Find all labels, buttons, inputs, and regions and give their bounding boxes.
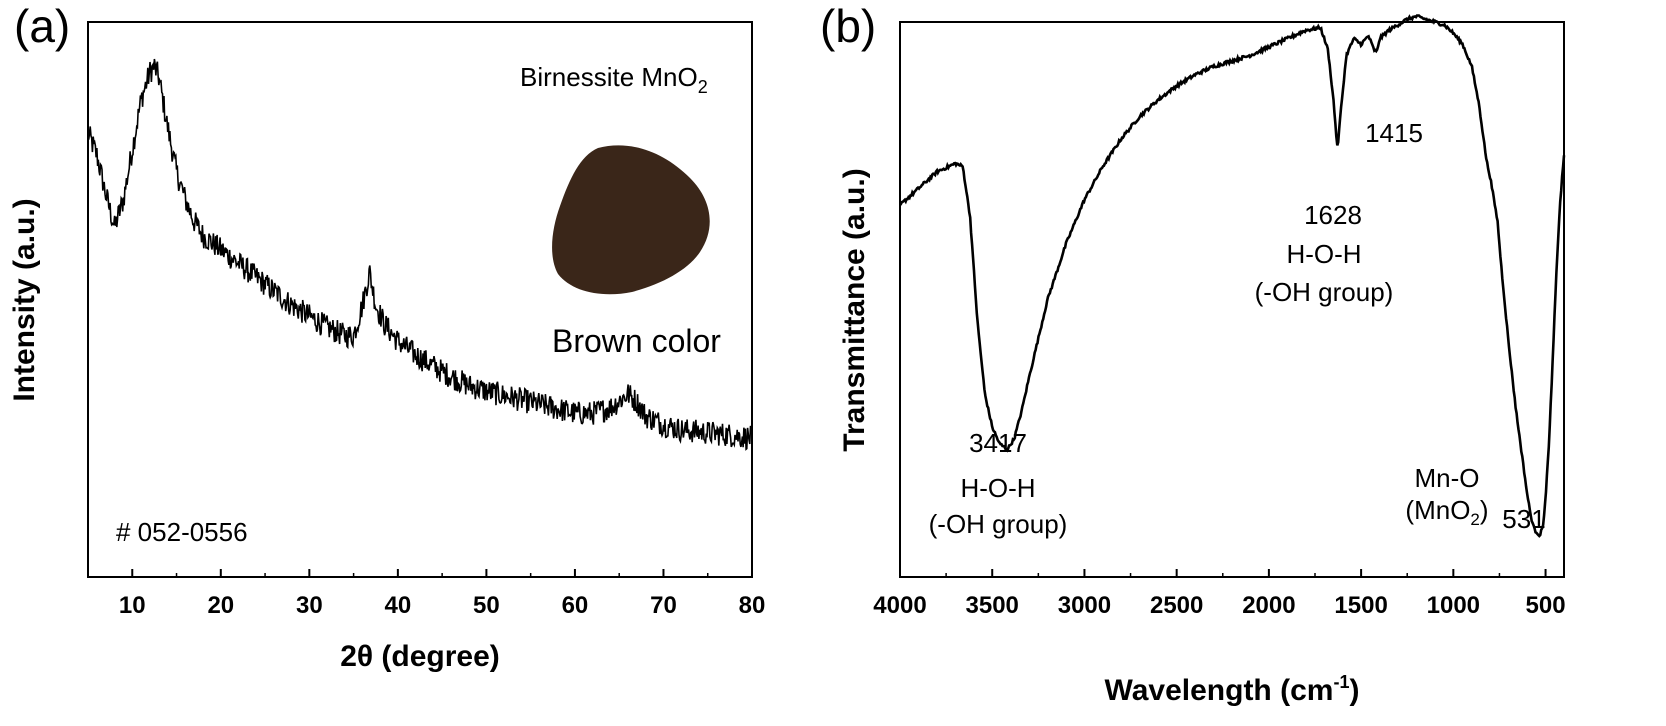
panel-a-x-tick-label: 50	[473, 592, 500, 619]
panel-b-x-tick-label: 2500	[1150, 592, 1203, 619]
peak-531-assignment: Mn-O	[1415, 463, 1480, 493]
panel-a-x-tick-label: 30	[296, 592, 323, 619]
brown-powder-photo	[552, 145, 710, 295]
panel-a: (a) 10 20 30 40 50 60 70 80 2θ (degree) Intensi…	[8, 0, 765, 673]
panel-a-title-annotation: Birnessite MnO2	[520, 62, 708, 97]
panel-a-x-ticks	[87, 569, 753, 577]
panel-b-x-axis-title: Wavelength (cm-1)	[1105, 672, 1360, 707]
peak-1628-label: 1628	[1304, 200, 1362, 230]
panel-a-x-tick-label: 20	[207, 592, 234, 619]
photo-caption: Brown color	[552, 323, 721, 359]
panel-b-plot-frame	[899, 21, 1565, 578]
panel-a-x-tick-labels: 10 20 30 40 50 60 70 80	[119, 592, 765, 619]
panel-a-label: (a)	[14, 0, 70, 52]
peak-1628-assignment: H-O-H	[1286, 239, 1361, 269]
peak-1415-label: 1415	[1365, 118, 1423, 148]
panel-b-series-line	[899, 14, 1566, 538]
panel-b-label: (b)	[820, 0, 876, 52]
panel-b-x-tick-label: 1000	[1427, 592, 1480, 619]
panel-a-x-tick-label: 80	[739, 592, 766, 619]
reference-card-number: # 052-0556	[116, 517, 248, 547]
panel-b-x-tick-label: 1500	[1334, 592, 1387, 619]
panel-a-x-tick-label: 60	[562, 592, 589, 619]
peak-531-group: (MnO2)	[1405, 495, 1488, 529]
peak-3417-label: 3417	[969, 428, 1027, 458]
panel-b-y-axis-title: Transmittance (a.u.)	[838, 168, 871, 451]
panel-a-x-axis-title: 2θ (degree)	[340, 640, 500, 673]
peak-531-label: 531	[1502, 504, 1545, 534]
panel-b-x-tick-label: 3500	[966, 592, 1019, 619]
panel-b-x-tick-label: 3000	[1058, 592, 1111, 619]
panel-b-x-tick-labels: 4000 3500 3000 2500 2000 1500 1000 500	[873, 592, 1565, 619]
panel-a-y-axis-title: Intensity (a.u.)	[8, 198, 41, 401]
panel-b-x-tick-label: 500	[1526, 592, 1566, 619]
panel-a-series-line	[87, 58, 753, 451]
peak-1628-group: (-OH group)	[1255, 277, 1394, 307]
panel-a-x-tick-label: 10	[119, 592, 146, 619]
panel-b-x-tick-label: 2000	[1242, 592, 1295, 619]
panel-b: (b) 4000 3500 3000 2500 2000 1500 1000 500 Wave…	[820, 0, 1566, 707]
panel-a-plot-frame	[87, 21, 753, 578]
peak-3417-assignment: H-O-H	[960, 473, 1035, 503]
panel-a-x-tick-label: 40	[385, 592, 412, 619]
panel-b-x-ticks	[899, 569, 1547, 577]
panel-b-x-tick-label: 4000	[873, 592, 926, 619]
peak-3417-group: (-OH group)	[929, 509, 1068, 539]
panel-a-x-tick-label: 70	[650, 592, 677, 619]
